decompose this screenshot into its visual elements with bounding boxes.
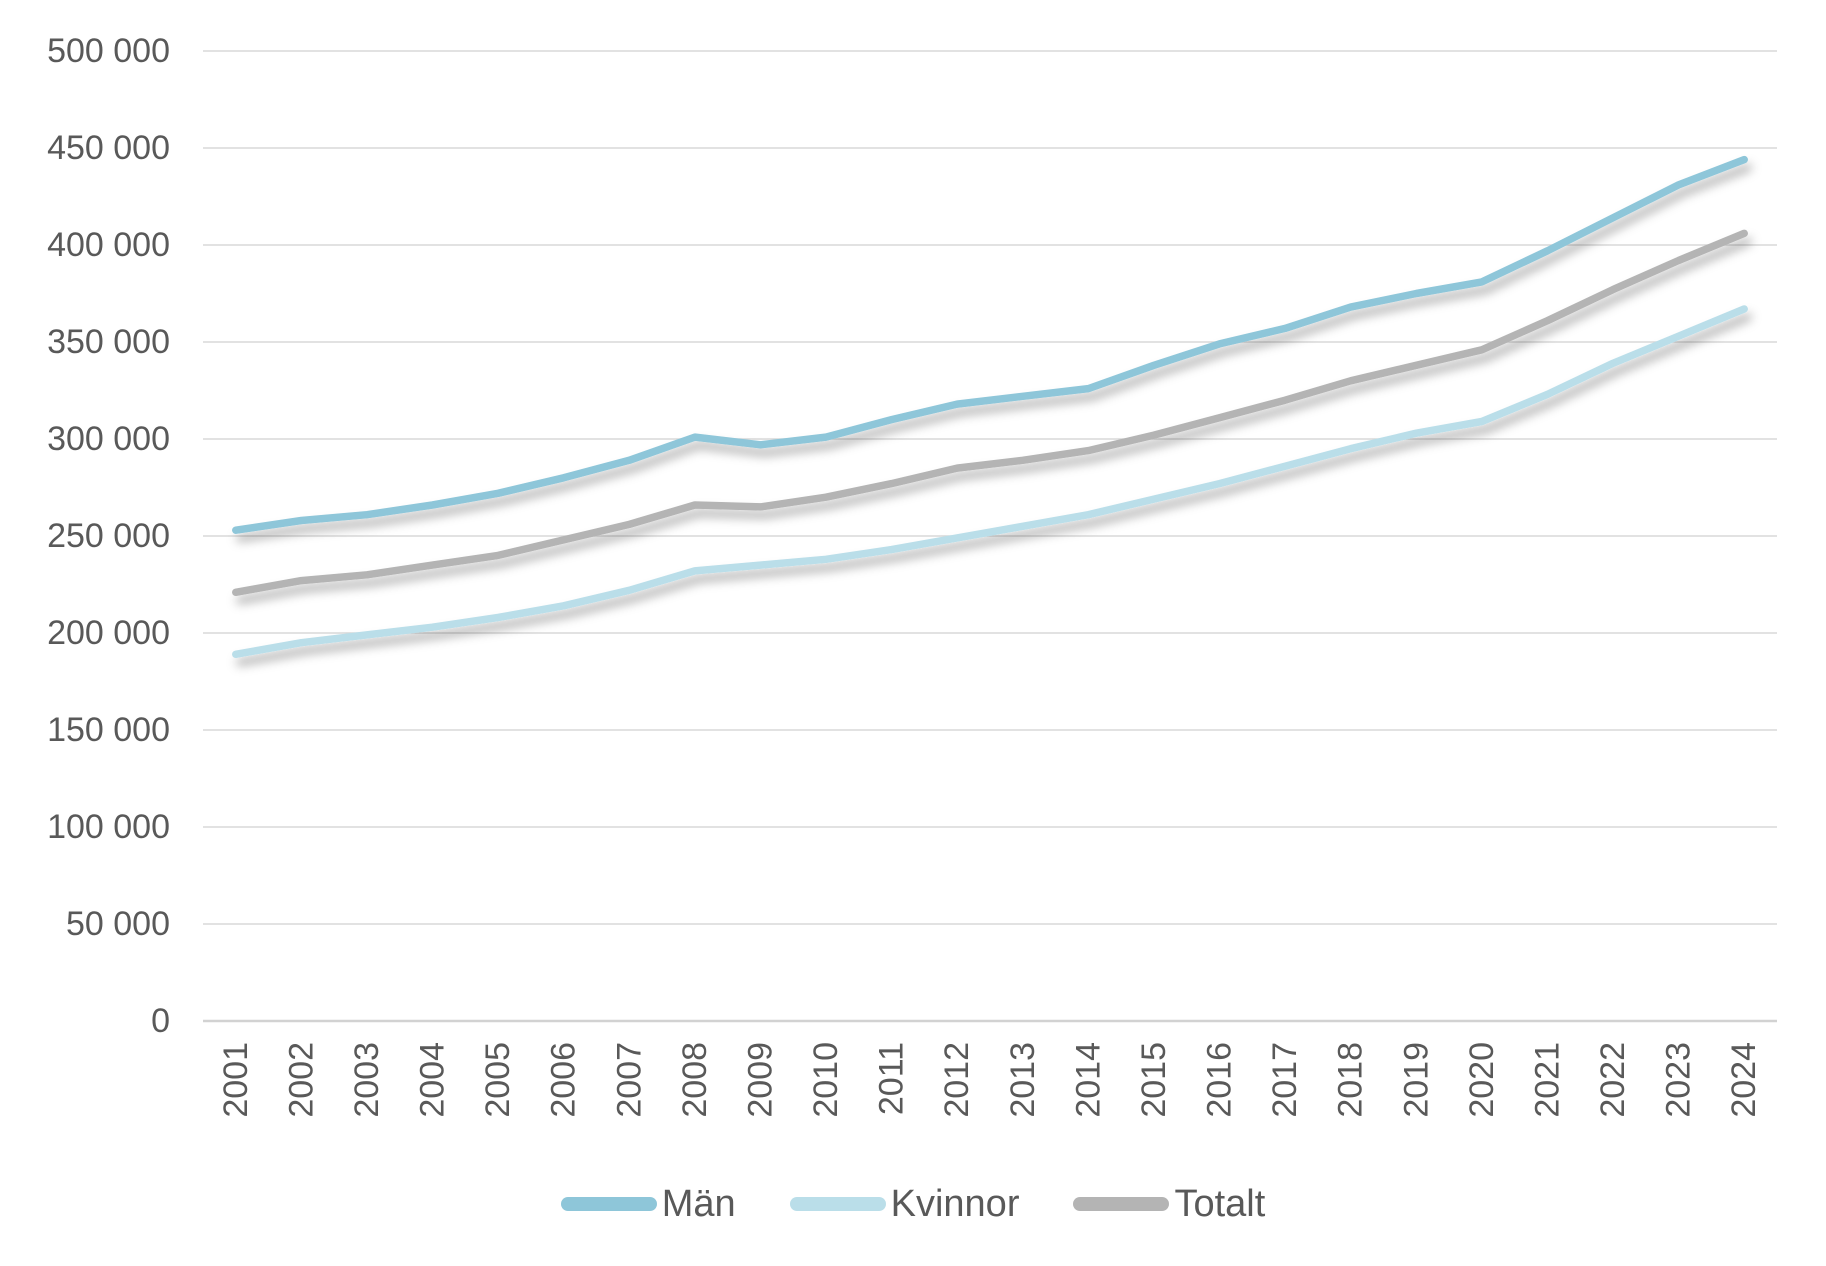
kvinnor-series-swatch xyxy=(789,1197,886,1211)
svg-text:450 000: 450 000 xyxy=(47,129,170,167)
y-axis-tick-labels: 0 50 000 100 000 150 000 200 000 250 000 300 0… xyxy=(47,32,170,1040)
svg-text:2008: 2008 xyxy=(676,1042,714,1118)
svg-text:2010: 2010 xyxy=(807,1042,845,1118)
svg-text:2012: 2012 xyxy=(938,1042,976,1118)
svg-text:2006: 2006 xyxy=(545,1042,583,1118)
svg-text:50 000: 50 000 xyxy=(66,905,170,943)
svg-text:2024: 2024 xyxy=(1725,1042,1763,1118)
svg-text:100 000: 100 000 xyxy=(47,808,170,846)
svg-text:300 000: 300 000 xyxy=(47,420,170,458)
svg-text:2019: 2019 xyxy=(1397,1042,1435,1118)
svg-text:2016: 2016 xyxy=(1201,1042,1239,1118)
gridlines xyxy=(203,50,1777,1023)
svg-text:2023: 2023 xyxy=(1660,1042,1698,1118)
svg-text:2007: 2007 xyxy=(610,1042,648,1118)
legend-label-totalt: Totalt xyxy=(1174,1183,1266,1225)
svg-text:2013: 2013 xyxy=(1004,1042,1042,1118)
svg-text:2015: 2015 xyxy=(1135,1042,1173,1118)
svg-text:400 000: 400 000 xyxy=(47,226,170,264)
legend-item-man: Män xyxy=(560,1183,736,1225)
data-series-lines xyxy=(232,155,1748,659)
man-series-swatch xyxy=(560,1197,657,1211)
legend-item-totalt: Totalt xyxy=(1073,1185,1265,1223)
svg-text:2003: 2003 xyxy=(348,1042,386,1118)
totalt-series-swatch xyxy=(1073,1197,1170,1211)
svg-text:2020: 2020 xyxy=(1463,1042,1501,1118)
svg-text:250 000: 250 000 xyxy=(47,517,170,555)
svg-text:0: 0 xyxy=(151,1002,170,1040)
svg-text:2011: 2011 xyxy=(873,1042,911,1115)
legend-label-man: Män xyxy=(661,1183,736,1225)
svg-text:500 000: 500 000 xyxy=(47,32,170,70)
svg-text:150 000: 150 000 xyxy=(47,711,170,749)
chart-legend: Män Kvinnor Totalt xyxy=(0,1168,1826,1240)
svg-text:2022: 2022 xyxy=(1594,1042,1632,1118)
x-axis-tick-labels: 2001 2002 2003 2004 2005 2006 2007 2008 2009 2010… xyxy=(217,1042,1763,1118)
svg-text:2021: 2021 xyxy=(1528,1042,1566,1118)
svg-text:2004: 2004 xyxy=(414,1042,452,1118)
svg-text:2018: 2018 xyxy=(1332,1042,1370,1118)
svg-text:2001: 2001 xyxy=(217,1042,255,1118)
svg-text:2005: 2005 xyxy=(479,1042,517,1118)
svg-text:2009: 2009 xyxy=(741,1042,779,1118)
svg-text:2002: 2002 xyxy=(282,1042,320,1118)
svg-text:350 000: 350 000 xyxy=(47,323,170,361)
svg-text:200 000: 200 000 xyxy=(47,614,170,652)
legend-label-kvinnor: Kvinnor xyxy=(890,1183,1020,1225)
svg-text:2014: 2014 xyxy=(1069,1042,1107,1118)
svg-text:2017: 2017 xyxy=(1266,1042,1304,1118)
legend-item-kvinnor: Kvinnor xyxy=(789,1183,1020,1225)
